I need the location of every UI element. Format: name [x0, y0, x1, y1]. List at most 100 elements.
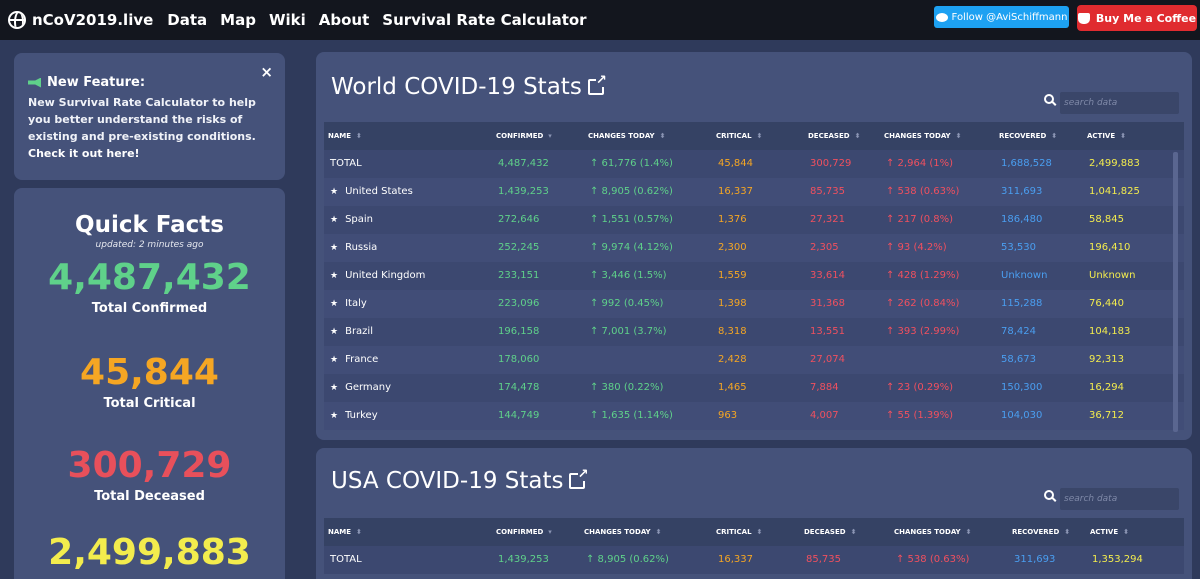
world-search-input[interactable] [1060, 92, 1179, 114]
feature-body: New Survival Rate Calculator to help you… [28, 94, 271, 162]
star-icon[interactable]: ★ [330, 299, 339, 309]
cell-deceased: 300,729 [810, 158, 852, 169]
sort-icon[interactable]: ⬍ [1123, 528, 1130, 536]
column-header[interactable]: CONFIRMED ▾ [496, 528, 552, 536]
external-link-icon[interactable] [569, 468, 589, 489]
sort-icon[interactable]: ⬍ [756, 132, 763, 140]
cell-changes: ↑ 992 (0.45%) [590, 298, 664, 309]
nav-link-data[interactable]: Data [167, 11, 208, 29]
cell-dchanges: ↑ 2,964 (1%) [886, 158, 954, 169]
cell-changes: ↑ 1,635 (1.14%) [590, 410, 673, 421]
column-header-label: CHANGES TODAY [588, 132, 655, 140]
table-header-row: NAME ⬍ CONFIRMED ▾ CHANGES TODAY ⬍ CRITICAL ⬍ DE… [324, 518, 1184, 546]
row-name: TOTAL [330, 554, 362, 565]
nav-link-map[interactable]: Map [220, 11, 256, 29]
sort-icon[interactable]: ⬍ [854, 132, 861, 140]
sort-icon[interactable]: ⬍ [850, 528, 857, 536]
world-stats-title-text: World COVID-19 Stats [331, 74, 582, 100]
sort-icon[interactable]: ⬍ [356, 132, 362, 140]
row-name: Russia [345, 242, 378, 253]
column-header-label: CRITICAL [716, 132, 752, 140]
column-header[interactable]: CHANGES TODAY ⬍ [588, 132, 666, 140]
cell-recovered: 311,693 [1001, 186, 1043, 197]
star-icon[interactable]: ★ [330, 187, 339, 197]
sort-icon[interactable]: ⬍ [659, 132, 666, 140]
nav-link-about[interactable]: About [318, 11, 370, 29]
table-row[interactable]: ★ Turkey 144,749 ↑ 1,635 (1.14%) 963 4,007 ↑ 5… [324, 402, 1184, 430]
sort-icon[interactable]: ⬍ [1064, 528, 1071, 536]
cell-dchanges: ↑ 538 (0.63%) [896, 554, 970, 565]
search-icon [1044, 94, 1054, 104]
table-row[interactable]: ★ Spain 272,646 ↑ 1,551 (0.57%) 1,376 27,321 ↑… [324, 206, 1184, 234]
sort-icon[interactable]: ⬍ [356, 528, 362, 536]
table-row[interactable]: ★ Russia 252,245 ↑ 9,974 (4.12%) 2,300 2,305 ↑… [324, 234, 1184, 262]
usa-search-input[interactable] [1060, 488, 1179, 510]
column-header[interactable]: CHANGES TODAY ⬍ [884, 132, 962, 140]
cell-confirmed: 4,487,432 [498, 158, 549, 169]
sort-icon[interactable]: ▾ [548, 132, 552, 140]
world-stats-table: NAME ⬍ CONFIRMED ▾ CHANGES TODAY ⬍ CRITICAL ⬍ DE… [324, 122, 1184, 430]
star-icon[interactable]: ★ [330, 355, 339, 365]
column-header[interactable]: ACTIVE ⬍ [1087, 132, 1126, 140]
cell-dchanges: ↑ 217 (0.8%) [886, 214, 954, 225]
sort-icon[interactable]: ⬍ [756, 528, 763, 536]
sort-icon[interactable]: ⬍ [965, 528, 972, 536]
buy-me-coffee-button[interactable]: Buy Me a Coffee [1077, 5, 1197, 31]
nav-link-survival-calculator[interactable]: Survival Rate Calculator [382, 11, 587, 29]
table-row[interactable]: TOTAL 4,487,432 ↑ 61,776 (1.4%) 45,844 300,7… [324, 150, 1184, 178]
quick-fact: 45,844 Total Critical [14, 353, 285, 412]
cell-dchanges: ↑ 428 (1.29%) [886, 270, 960, 281]
cell-critical: 45,844 [718, 158, 753, 169]
cell-deceased: 4,007 [810, 410, 839, 421]
cell-active: 58,845 [1089, 214, 1124, 225]
table-row[interactable]: ★ Germany 174,478 ↑ 380 (0.22%) 1,465 7,884 ↑ … [324, 374, 1184, 402]
column-header-label: CHANGES TODAY [584, 528, 651, 536]
sort-icon[interactable]: ⬍ [1051, 132, 1058, 140]
star-icon[interactable]: ★ [330, 383, 339, 393]
star-icon[interactable]: ★ [330, 215, 339, 225]
sort-icon[interactable]: ▾ [548, 528, 552, 536]
close-icon[interactable]: × [260, 63, 273, 81]
column-header-label: CRITICAL [716, 528, 752, 536]
column-header[interactable]: CHANGES TODAY ⬍ [584, 528, 662, 536]
cell-active: 16,294 [1089, 382, 1124, 393]
feature-check-it-out-link[interactable]: Check it out here! [28, 147, 140, 160]
column-header[interactable]: CHANGES TODAY ⬍ [894, 528, 972, 536]
quick-fact: 300,729 Total Deceased [14, 446, 285, 505]
cell-confirmed: 174,478 [498, 382, 540, 393]
column-header[interactable]: CRITICAL ⬍ [716, 528, 762, 536]
table-row[interactable]: ★ France 178,060 2,428 27,074 58,673 92,313 [324, 346, 1184, 374]
column-header-label: CHANGES TODAY [894, 528, 961, 536]
sort-icon[interactable]: ⬍ [655, 528, 662, 536]
cell-confirmed: 223,096 [498, 298, 540, 309]
star-icon[interactable]: ★ [330, 271, 339, 281]
sort-icon[interactable]: ⬍ [1120, 132, 1127, 140]
table-row[interactable]: TOTAL 1,439,253 ↑ 8,905 (0.62%) 16,337 85,73… [324, 546, 1184, 574]
column-header[interactable]: CRITICAL ⬍ [716, 132, 762, 140]
table-row[interactable]: ★ United Kingdom 233,151 ↑ 3,446 (1.5%) 1,55… [324, 262, 1184, 290]
quick-fact-label: Total Deceased [94, 489, 205, 504]
brand[interactable]: nCoV2019.live [8, 11, 153, 29]
star-icon[interactable]: ★ [330, 327, 339, 337]
table-row[interactable]: ★ United States 1,439,253 ↑ 8,905 (0.62%) 16… [324, 178, 1184, 206]
column-header[interactable]: NAME ⬍ [328, 528, 362, 536]
table-row[interactable]: ★ Brazil 196,158 ↑ 7,001 (3.7%) 8,318 13,551 ↑… [324, 318, 1184, 346]
sort-icon[interactable]: ⬍ [955, 132, 962, 140]
twitter-follow-button[interactable]: Follow @AviSchiffmann [934, 6, 1069, 28]
column-header[interactable]: ACTIVE ⬍ [1090, 528, 1129, 536]
table-row[interactable]: ★ Italy 223,096 ↑ 992 (0.45%) 1,398 31,368 ↑ 2… [324, 290, 1184, 318]
nav-link-wiki[interactable]: Wiki [268, 11, 306, 29]
column-header[interactable]: DECEASED ⬍ [808, 132, 860, 140]
star-icon[interactable]: ★ [330, 411, 339, 421]
column-header[interactable]: RECOVERED ⬍ [999, 132, 1057, 140]
world-table-scrollbar[interactable] [1173, 152, 1178, 432]
column-header[interactable]: DECEASED ⬍ [804, 528, 856, 536]
cell-critical: 2,428 [718, 354, 747, 365]
cell-active: 104,183 [1089, 326, 1131, 337]
column-header[interactable]: NAME ⬍ [328, 132, 362, 140]
column-header[interactable]: CONFIRMED ▾ [496, 132, 552, 140]
twitter-follow-label: Follow @AviSchiffmann [951, 11, 1068, 23]
column-header[interactable]: RECOVERED ⬍ [1012, 528, 1070, 536]
external-link-icon[interactable] [587, 74, 607, 95]
star-icon[interactable]: ★ [330, 243, 339, 253]
